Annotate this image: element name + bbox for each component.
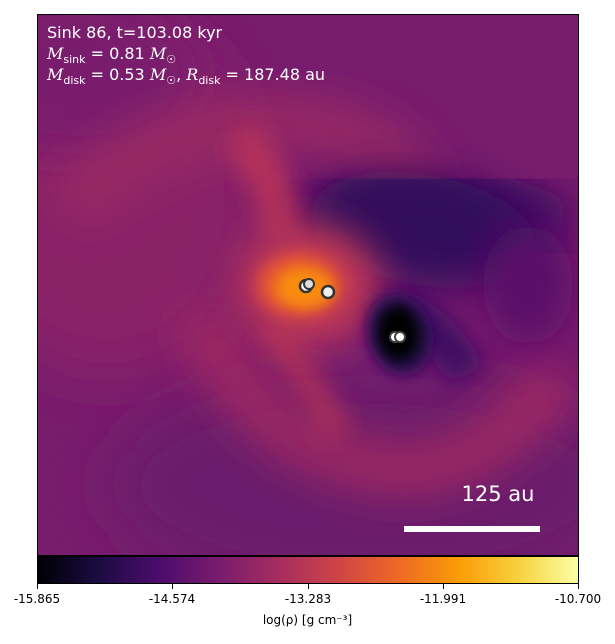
- sink-particles: [298, 278, 406, 343]
- colorbar-tick: [37, 584, 38, 589]
- colorbar-tick-label: -13.283: [284, 592, 332, 606]
- disk-radius-value: 187.48: [244, 65, 301, 84]
- scale-bar-label: 125 au: [461, 482, 535, 506]
- density-map: Sink 86, t=103.08 kyr Msink = 0.81 M☉ Md…: [37, 14, 579, 556]
- panel-title: Sink 86, t=103.08 kyr: [47, 23, 223, 42]
- colorbar-label: log(ρ) [g cm⁻³]: [262, 613, 353, 627]
- colorbar-tick: [443, 584, 444, 589]
- colorbar-tick-label: -11.991: [419, 592, 467, 606]
- colorbar-tick-label: -15.865: [13, 592, 61, 606]
- disk-mass-value: 0.53: [109, 65, 145, 84]
- sink-mass: Msink = 0.81 M☉: [47, 44, 177, 67]
- colorbar: [37, 556, 579, 584]
- colorbar-tick: [308, 584, 309, 589]
- sink-mass-value: 0.81: [109, 44, 145, 63]
- colorbar-tick-label: -10.700: [554, 592, 602, 606]
- colorbar-tick: [172, 584, 173, 589]
- disk-properties: Mdisk = 0.53 M☉, Rdisk = 187.48 au: [47, 65, 326, 88]
- density-image: [38, 15, 578, 555]
- colorbar-tick: [578, 584, 579, 589]
- scale-bar: [404, 526, 540, 532]
- colorbar-tick-label: -14.574: [148, 592, 196, 606]
- disk-radius-unit: au: [305, 65, 326, 84]
